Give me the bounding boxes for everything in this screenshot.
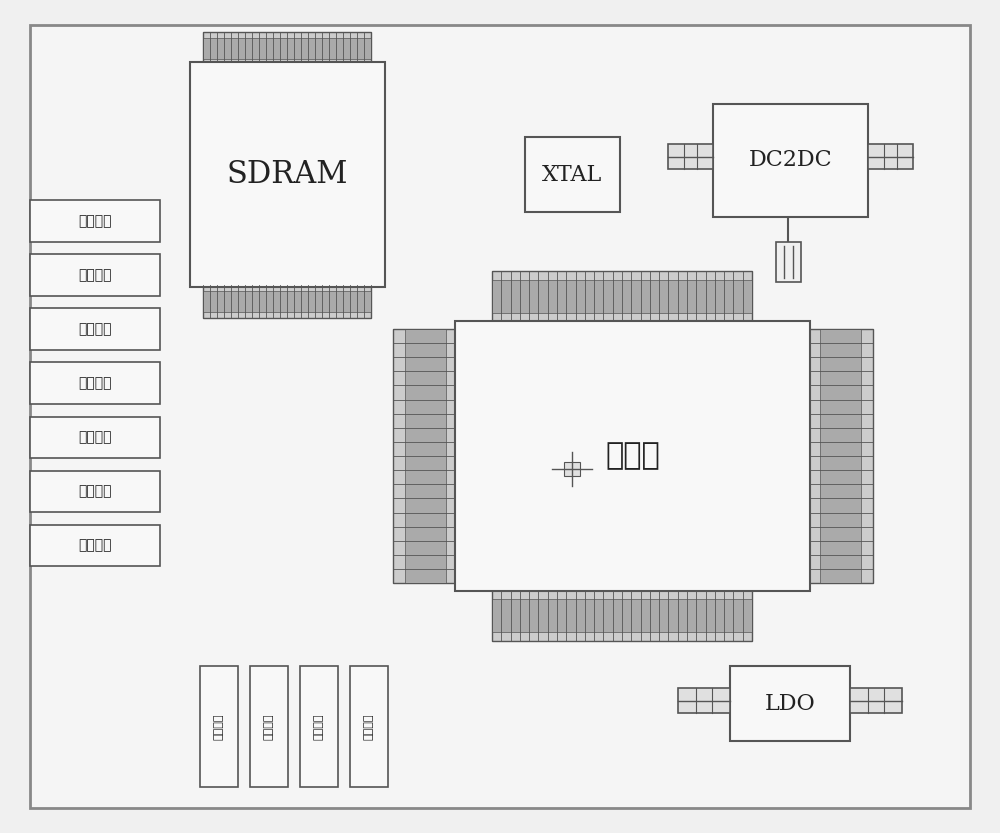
Bar bbox=[30, 525, 160, 566]
Bar bbox=[30, 254, 160, 296]
Bar bbox=[30, 200, 160, 242]
Bar bbox=[203, 37, 371, 59]
Bar bbox=[868, 144, 913, 169]
Bar bbox=[30, 471, 160, 512]
Bar bbox=[776, 242, 801, 282]
Text: LDO: LDO bbox=[765, 693, 815, 715]
Bar bbox=[678, 688, 730, 713]
Text: 共模组件: 共模组件 bbox=[214, 714, 224, 740]
Bar bbox=[190, 62, 385, 287]
Bar bbox=[492, 271, 752, 322]
Bar bbox=[30, 308, 160, 350]
Bar bbox=[713, 104, 868, 217]
Bar bbox=[492, 590, 752, 641]
Bar bbox=[203, 285, 371, 318]
Text: 阿容器件: 阿容器件 bbox=[78, 268, 112, 282]
Bar bbox=[808, 329, 873, 583]
Bar bbox=[393, 329, 458, 583]
Bar bbox=[730, 666, 850, 741]
Text: 共模组件: 共模组件 bbox=[314, 714, 324, 740]
Bar bbox=[203, 291, 371, 312]
Bar bbox=[250, 666, 288, 787]
Bar bbox=[30, 416, 160, 458]
Bar bbox=[350, 666, 388, 787]
Bar bbox=[492, 280, 752, 313]
Text: 阿容器件: 阿容器件 bbox=[78, 322, 112, 336]
Text: 阿容器件: 阿容器件 bbox=[78, 539, 112, 552]
Bar bbox=[564, 462, 580, 476]
Text: 共模组件: 共模组件 bbox=[364, 714, 374, 740]
Bar bbox=[200, 666, 238, 787]
Text: DC2DC: DC2DC bbox=[749, 149, 832, 172]
Bar bbox=[405, 329, 446, 583]
Text: 主芯片: 主芯片 bbox=[605, 441, 660, 471]
Text: XTAL: XTAL bbox=[542, 164, 603, 186]
Text: 共模组件: 共模组件 bbox=[264, 714, 274, 740]
Bar bbox=[525, 137, 620, 212]
Text: 阿容器件: 阿容器件 bbox=[78, 214, 112, 227]
Bar bbox=[850, 688, 902, 713]
Text: 阿容器件: 阿容器件 bbox=[78, 485, 112, 498]
Text: SDRAM: SDRAM bbox=[227, 159, 348, 191]
Bar bbox=[203, 32, 371, 65]
Bar bbox=[820, 329, 861, 583]
Bar bbox=[668, 144, 713, 169]
Bar bbox=[300, 666, 338, 787]
Bar bbox=[492, 599, 752, 632]
Bar bbox=[30, 362, 160, 404]
Text: 阿容器件: 阿容器件 bbox=[78, 431, 112, 444]
Bar bbox=[455, 321, 810, 591]
Text: 阿容器件: 阿容器件 bbox=[78, 377, 112, 390]
